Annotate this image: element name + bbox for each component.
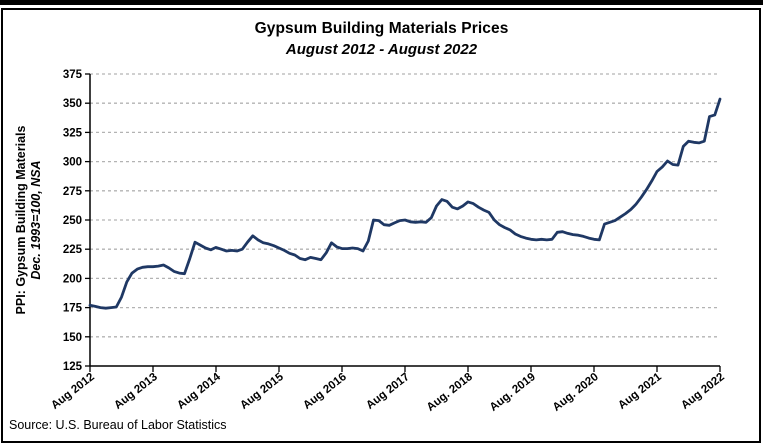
y-tick-label: 225 — [63, 244, 83, 256]
x-tick-label: Aug 2013 — [112, 371, 160, 412]
x-tick-label: Aug 2021 — [616, 371, 664, 412]
series-line — [88, 97, 722, 310]
y-tick-label: 325 — [63, 127, 83, 139]
y-tick-label: 150 — [63, 332, 82, 344]
window-top-edge — [0, 0, 763, 5]
y-tick-label: 375 — [63, 69, 83, 81]
x-tick-label: Aug. 2018 — [425, 371, 476, 414]
x-tick-label: Aug 2016 — [301, 371, 349, 412]
x-tick-label: Aug. 2019 — [488, 371, 538, 414]
x-tick-label: Aug. 2020 — [551, 371, 601, 414]
y-tick-label: 300 — [63, 157, 82, 169]
y-tick-label: 350 — [63, 98, 82, 110]
x-tick-label: Aug 2015 — [238, 371, 286, 412]
y-tick-label: 175 — [63, 303, 83, 315]
y-tick-label: 200 — [63, 273, 82, 285]
x-tick-label: Aug 2017 — [364, 371, 412, 412]
y-tick-label: 125 — [63, 361, 83, 373]
x-tick-label: Aug 2014 — [175, 371, 223, 412]
y-axis-title: PPI: Gypsum Building MaterialsDec. 1993=… — [14, 125, 43, 314]
chart-border-frame — [1, 8, 761, 443]
x-tick-label: Aug 2012 — [49, 371, 97, 412]
y-tick-label: 275 — [63, 186, 83, 198]
chart-title: Gypsum Building Materials Prices — [254, 20, 509, 37]
y-tick-label: 250 — [63, 215, 82, 227]
source-text: Source: U.S. Bureau of Labor Statistics — [9, 418, 227, 432]
x-tick-label: Aug 2022 — [679, 371, 727, 412]
chart-subtitle: August 2012 - August 2022 — [285, 41, 478, 58]
